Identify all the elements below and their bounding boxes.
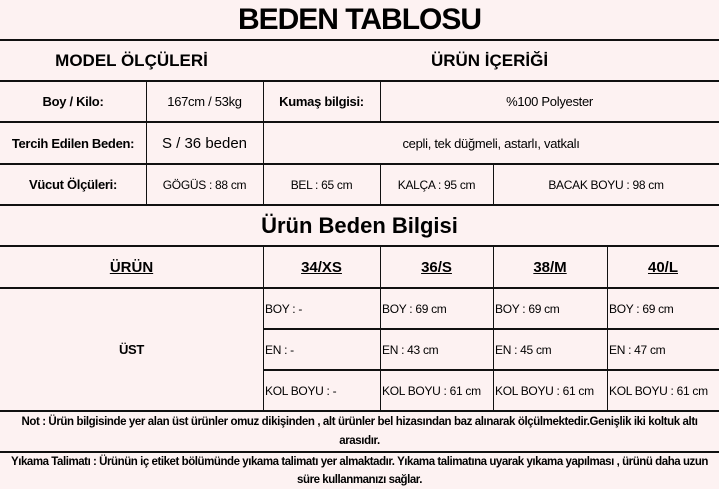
cell: BOY : 69 cm — [495, 301, 560, 316]
cell: BOY : 69 cm — [609, 301, 674, 316]
divider — [0, 245, 719, 247]
fabric-value: %100 Polyester — [506, 94, 593, 109]
cell: BOY : 69 cm — [382, 301, 447, 316]
cell: EN : 43 cm — [382, 342, 439, 357]
product-type: ÜST — [118, 342, 145, 357]
leg-length-measurement: BACAK BOYU : 98 cm — [548, 177, 664, 192]
waist-measurement: BEL : 65 cm — [290, 177, 353, 192]
header-38-m: 38/M — [533, 258, 567, 276]
divider — [0, 121, 719, 123]
cell: KOL BOYU : - — [265, 383, 337, 398]
product-features: cepli, tek düğmeli, astarlı, vatkalı — [402, 135, 580, 151]
cell: KOL BOYU : 61 cm — [495, 383, 594, 398]
cell: EN : 47 cm — [609, 342, 666, 357]
divider — [0, 80, 719, 82]
divider — [0, 204, 719, 206]
divider — [263, 328, 719, 330]
boy-kilo-label: Boy / Kilo: — [42, 94, 104, 109]
preferred-size-value: S / 36 beden — [161, 134, 248, 152]
divider — [0, 410, 719, 412]
cell: KOL BOYU : 61 cm — [382, 383, 481, 398]
washing-instructions: Yıkama Talimatı : Ürünün iç etiket bölüm… — [10, 456, 708, 486]
cell: KOL BOYU : 61 cm — [609, 383, 708, 398]
size-table-title: Ürün Beden Bilgisi — [261, 212, 458, 238]
divider — [0, 287, 719, 289]
divider — [0, 163, 719, 165]
divider — [0, 39, 719, 41]
model-heading: MODEL ÖLÇÜLERİ — [55, 51, 208, 70]
divider — [0, 451, 719, 453]
fabric-label: Kumaş bilgisi: — [279, 94, 364, 109]
header-product: ÜRÜN — [109, 258, 154, 276]
preferred-size-label: Tercih Edilen Beden: — [11, 135, 135, 151]
body-measurements-label: Vücut Ölçüleri: — [29, 177, 117, 192]
divider — [263, 369, 719, 371]
cell: EN : 45 cm — [495, 342, 552, 357]
header-34-xs: 34/XS — [301, 258, 342, 276]
header-36-s: 36/S — [421, 258, 452, 276]
page-title: BEDEN TABLOSU — [237, 3, 482, 36]
cell: BOY : - — [265, 301, 303, 316]
boy-kilo-value: 167cm / 53kg — [167, 94, 242, 109]
hip-measurement: KALÇA : 95 cm — [397, 177, 476, 192]
header-40-l: 40/L — [647, 258, 678, 276]
product-heading: ÜRÜN İÇERİĞİ — [430, 51, 549, 70]
cell: EN : - — [265, 342, 294, 357]
measurement-note: Not : Ürün bilgisinde yer alan üst ürünl… — [21, 415, 698, 447]
chest-measurement: GÖGÜS : 88 cm — [162, 177, 247, 192]
